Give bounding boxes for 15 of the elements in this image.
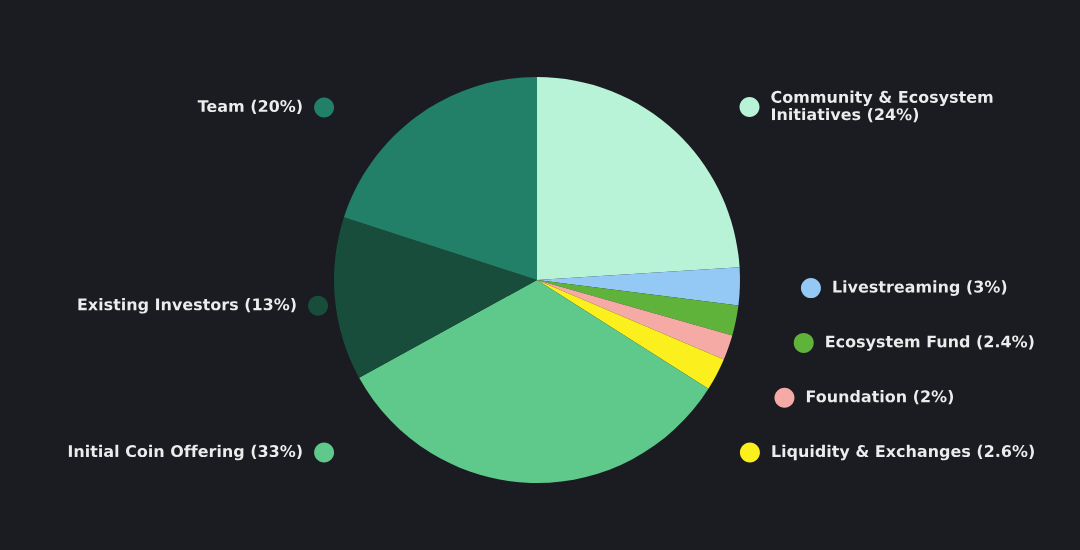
slice-label: Initial Coin Offering (33%) — [68, 444, 302, 461]
pie-slice — [537, 77, 740, 280]
pie-slice — [537, 280, 733, 360]
slice-label: Team (20%) — [197, 99, 302, 114]
pie-slice — [537, 280, 724, 389]
slice-label: Existing Investors (13%) — [78, 298, 296, 314]
legend-label: Foundation (2%) — [806, 390, 954, 405]
legend-label: Liquidity & Exchanges (2.6%) — [772, 444, 1034, 461]
pie-slice — [343, 77, 537, 280]
pie-slice — [334, 217, 537, 378]
pie-slice — [359, 280, 709, 483]
legend-label: Community & Ecosystem Initiatives (24%) — [771, 90, 993, 123]
legend-label: Livestreaming (3%) — [833, 280, 1007, 296]
pie-slice — [537, 280, 739, 336]
legend-label: Ecosystem Fund (2.4%) — [826, 335, 1034, 351]
